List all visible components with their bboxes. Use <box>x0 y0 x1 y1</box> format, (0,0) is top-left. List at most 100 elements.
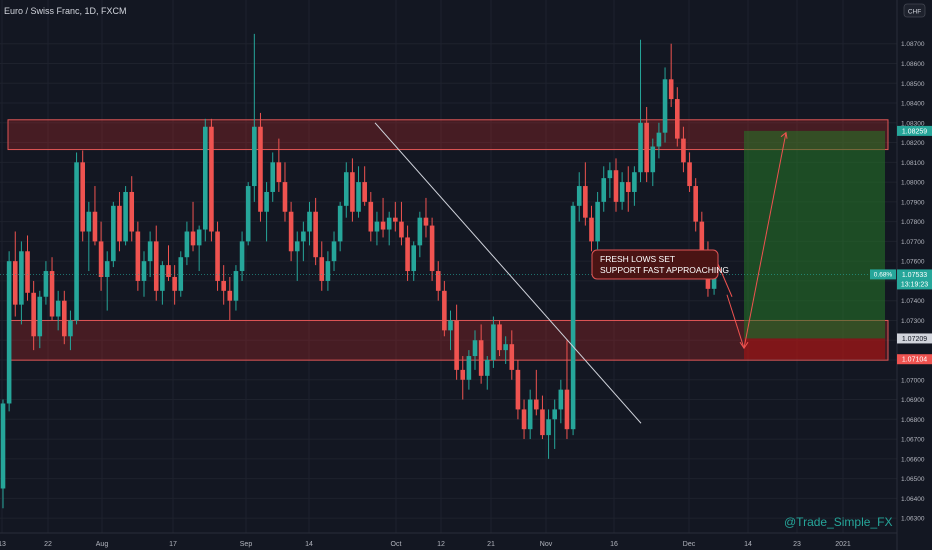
price-tick-label: 1.07800 <box>901 219 925 226</box>
candle-body <box>423 217 429 226</box>
price-tick-label: 1.06300 <box>901 516 925 523</box>
candle-body <box>160 265 165 291</box>
time-axis[interactable]: 13 22 Aug 17 Sep 14 Oct 12 21 Nov 16 Dec 14 23 2021 <box>0 532 897 548</box>
candle-body <box>399 221 404 238</box>
candle-body <box>313 211 318 258</box>
candle-body <box>301 231 306 242</box>
candle-body <box>675 99 680 139</box>
candle-body <box>172 276 177 291</box>
time-tick-label: 12 <box>437 541 445 548</box>
price-tick-label: 1.06700 <box>901 437 925 444</box>
candle-body <box>546 419 551 436</box>
candle-body <box>405 237 410 272</box>
time-tick-label: 13 <box>0 541 6 548</box>
candle-body <box>62 300 67 337</box>
candle-body <box>460 369 466 380</box>
candle-body <box>12 261 18 305</box>
candle-body <box>319 257 325 281</box>
price-tick-label: 1.08500 <box>901 81 925 88</box>
time-tick-label: 21 <box>487 541 495 548</box>
price-tick-label: 1.07600 <box>901 259 925 266</box>
candle-body <box>662 79 668 133</box>
candle-body <box>491 324 496 360</box>
candle-body <box>509 344 515 370</box>
svg-text:1.07209: 1.07209 <box>902 336 927 343</box>
arrowhead-up <box>780 131 788 139</box>
price-tick-label: 1.08100 <box>901 160 925 167</box>
candle-body <box>362 182 367 202</box>
candle-body <box>448 320 453 331</box>
candle-body <box>601 178 607 202</box>
arrowhead-down <box>739 341 749 350</box>
candle-body <box>374 221 380 232</box>
candle-body <box>129 191 135 232</box>
candle-body <box>233 271 239 301</box>
price-tick-label: 1.07400 <box>901 298 925 305</box>
currency-button[interactable] <box>903 3 926 18</box>
time-tick-label: 22 <box>44 541 52 548</box>
price-tick-label: 1.06600 <box>901 456 925 463</box>
candle-body <box>276 162 282 183</box>
candle-body <box>350 172 355 212</box>
bar-countdown: 13:19:23 <box>901 281 928 288</box>
watermark: @Trade_Simple_FX <box>784 515 892 529</box>
candle-body <box>153 241 159 291</box>
candle-body <box>552 409 557 420</box>
candle-body <box>135 231 141 281</box>
candle-body <box>540 409 545 436</box>
time-tick-label: 16 <box>610 541 618 548</box>
candle-body <box>638 122 643 173</box>
candle-body <box>282 182 288 212</box>
price-tick-label: 1.07000 <box>901 377 925 384</box>
candle-body <box>49 271 55 317</box>
candle-body <box>337 205 343 242</box>
candle-body <box>331 241 337 262</box>
annotation-callout[interactable]: FRESH LOWS SET SUPPORT FAST APPROACHING <box>591 249 729 280</box>
candle-body <box>442 290 447 331</box>
stop-price-tag: 1.07104 <box>897 354 932 365</box>
long-position-tool[interactable] <box>744 130 885 360</box>
candle-body <box>668 79 674 100</box>
candle-body <box>429 225 435 272</box>
candle-body <box>117 205 122 242</box>
callout-pointer <box>717 263 733 297</box>
candle-body <box>380 221 386 230</box>
time-tick-label: 23 <box>793 541 801 548</box>
price-zones <box>7 119 889 361</box>
time-tick-label: 14 <box>305 541 313 548</box>
time-tick-label: Aug <box>96 541 109 548</box>
candle-body <box>111 205 116 262</box>
price-tick-label: 1.06400 <box>901 496 925 503</box>
candle-body <box>343 172 349 206</box>
percent-change-badge: 0.68% <box>870 269 896 280</box>
entry-price-tag: 1.07209 <box>897 333 932 344</box>
candle-body <box>0 403 6 489</box>
time-tick-label: Sep <box>240 541 253 548</box>
candle-body <box>417 217 423 246</box>
projection-up <box>743 132 787 349</box>
candle-body <box>252 126 257 187</box>
candle-body <box>558 389 564 410</box>
candle-body <box>37 296 43 337</box>
candle-body <box>68 320 73 337</box>
candle-body <box>478 340 484 376</box>
candle-body <box>484 360 490 376</box>
candle-body <box>693 186 698 222</box>
candle-body <box>184 231 190 258</box>
price-axis[interactable]: CHF 1.087001.086001.085001.084001.083001… <box>896 0 932 550</box>
candle-body <box>325 261 331 281</box>
price-tick-label: 1.08700 <box>901 41 925 48</box>
price-tick-label: 1.06800 <box>901 417 925 424</box>
time-tick-label: Nov <box>540 541 553 548</box>
candle-body <box>92 211 98 242</box>
svg-text:1.08259: 1.08259 <box>902 128 927 135</box>
candle-body <box>644 122 649 173</box>
candle-body <box>307 211 312 232</box>
candle-body <box>503 344 508 351</box>
candle-body <box>521 409 527 430</box>
candle-body <box>147 241 153 262</box>
candle-body <box>454 320 459 370</box>
time-tick-label: 17 <box>169 541 177 548</box>
candle-body <box>356 182 361 212</box>
